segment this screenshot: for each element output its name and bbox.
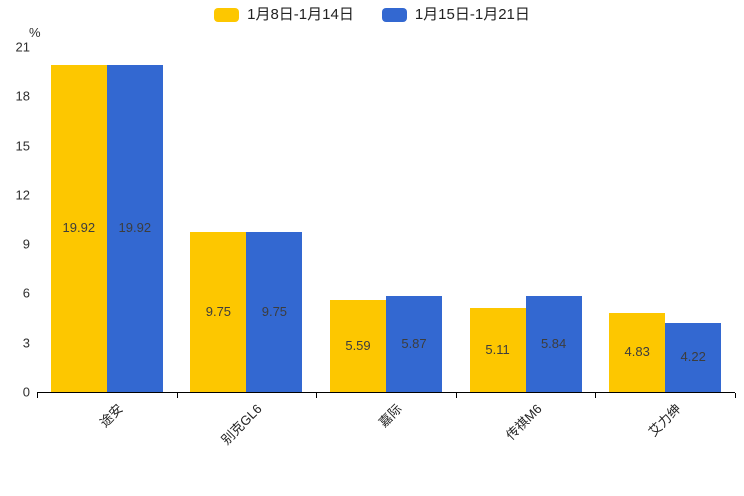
y-axis-tick-label: 6: [22, 285, 30, 301]
y-axis-tick-label: 3: [22, 335, 30, 351]
y-axis-tick-label: 12: [15, 187, 30, 203]
x-axis-tick: [455, 393, 457, 398]
legend-item[interactable]: 1月8日-1月14日: [214, 6, 354, 24]
bar-series-2[interactable]: [386, 295, 442, 392]
y-axis-tick-label: 9: [22, 236, 30, 252]
y-axis-unit-label: %: [29, 25, 41, 40]
legend-label: 1月8日-1月14日: [247, 6, 354, 23]
legend: 1月8日-1月14日 1月15日-1月21日: [0, 6, 744, 24]
x-axis-category-label: 途安: [96, 401, 126, 431]
y-axis-tick-label: 18: [15, 88, 30, 104]
x-axis-category-label: 艾力绅: [645, 401, 684, 440]
x-axis-tick: [176, 393, 178, 398]
x-axis-category-label: 别克GL6: [218, 401, 266, 448]
bar-series-2[interactable]: [665, 322, 722, 392]
bar-value-label: 5.87: [401, 335, 427, 351]
bar-value-label: 19.92: [118, 220, 152, 236]
y-axis-tick-label: 21: [15, 39, 30, 55]
y-axis-tick-label: 15: [15, 138, 30, 154]
bar-value-label: 9.75: [261, 303, 288, 319]
x-axis-tick: [316, 393, 318, 398]
legend-swatch-icon: [381, 8, 407, 22]
bar-series-2[interactable]: [246, 231, 303, 392]
x-axis-category-label: 传祺M6: [502, 401, 545, 443]
y-axis-tick-label: 0: [22, 384, 30, 400]
bar-series-2[interactable]: [106, 64, 163, 392]
bar-series-1[interactable]: [50, 64, 107, 392]
bar-series-2[interactable]: [525, 296, 582, 392]
bar-series-1[interactable]: [469, 308, 526, 392]
bar-value-label: 5.11: [485, 342, 510, 358]
x-axis-line: [37, 392, 735, 393]
bar-value-label: 19.92: [62, 220, 96, 236]
bar-value-label: 5.84: [540, 336, 567, 352]
bar-value-label: 4.83: [624, 344, 650, 360]
x-axis-category-label: 嘉际: [375, 401, 405, 431]
legend-swatch-icon: [214, 8, 240, 22]
bar-series-1[interactable]: [609, 312, 666, 392]
x-axis-tick: [37, 393, 38, 398]
x-axis-tick: [595, 393, 597, 398]
x-axis-tick: [735, 393, 736, 398]
bar-value-label: 9.75: [205, 303, 232, 319]
bar-value-label: 4.22: [680, 349, 706, 365]
bar-series-1[interactable]: [190, 231, 247, 392]
legend-label: 1月15日-1月21日: [414, 6, 530, 23]
legend-item[interactable]: 1月15日-1月21日: [381, 6, 530, 24]
bar-value-label: 5.59: [345, 338, 371, 354]
bar-series-1[interactable]: [330, 300, 386, 392]
